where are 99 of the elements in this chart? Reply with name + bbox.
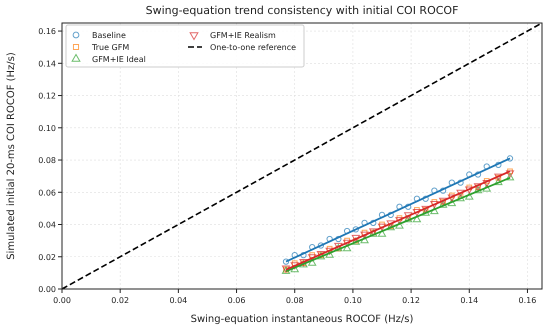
y-tick-label: 0.16 (38, 27, 56, 36)
point (343, 244, 352, 252)
point (308, 254, 316, 262)
x-tick-label: 0.02 (111, 296, 130, 305)
point (412, 209, 421, 216)
point (482, 180, 491, 188)
point (379, 222, 385, 228)
x-tick-label: 0.16 (518, 296, 536, 305)
x-tick-label: 0.14 (460, 296, 478, 305)
point (506, 173, 514, 180)
point (465, 186, 474, 194)
point (352, 234, 360, 242)
point (507, 168, 513, 174)
point (290, 265, 299, 272)
point (395, 222, 404, 229)
point (343, 240, 352, 247)
point (326, 248, 334, 255)
point (360, 232, 369, 239)
point (378, 224, 386, 231)
y-tick-label: 0.14 (38, 59, 56, 68)
x-tick-label: 0.08 (286, 296, 304, 305)
point (414, 196, 420, 202)
legend-label: One-to-one reference (210, 43, 296, 52)
x-tick-label: 0.06 (228, 296, 246, 305)
point (432, 199, 438, 205)
point (404, 212, 412, 220)
point (448, 194, 456, 202)
x-tick-label: 0.10 (344, 296, 362, 305)
point (448, 179, 455, 186)
point (386, 220, 395, 228)
legend-label: Baseline (92, 31, 126, 40)
point (361, 220, 368, 226)
point (448, 198, 456, 206)
point (335, 236, 342, 242)
point (326, 236, 333, 242)
point (308, 258, 316, 266)
point (412, 215, 421, 222)
point (292, 252, 298, 258)
legend-label: GFM+IE Ideal (92, 55, 146, 64)
point (378, 230, 386, 237)
point (405, 204, 412, 210)
y-tick-label: 0.00 (38, 285, 56, 294)
point (506, 170, 514, 178)
point (396, 204, 403, 210)
point (395, 217, 404, 224)
x-tick-label: 0.04 (169, 296, 188, 305)
point (430, 201, 438, 208)
point (318, 242, 324, 249)
point (370, 220, 376, 226)
point (290, 262, 299, 270)
y-tick-label: 0.12 (38, 92, 56, 101)
legend-label: True GFM (91, 43, 130, 52)
point (456, 194, 465, 202)
point (309, 244, 316, 250)
chart-title: Swing-equation trend consistency with initial COI ROCOF (146, 4, 458, 17)
x-tick-label: 0.12 (402, 296, 420, 305)
y-tick-label: 0.10 (38, 124, 56, 133)
point (344, 228, 350, 234)
point (414, 207, 420, 213)
point (422, 196, 429, 202)
point (474, 171, 482, 178)
point (352, 226, 359, 232)
point (439, 200, 448, 208)
point (466, 184, 472, 190)
point (362, 230, 368, 236)
point (431, 188, 438, 194)
point (388, 212, 394, 218)
point (309, 252, 316, 258)
point (292, 260, 298, 266)
y-tick-label: 0.08 (38, 156, 56, 166)
point (465, 192, 474, 200)
point (484, 178, 490, 184)
point (326, 250, 334, 258)
point (484, 163, 490, 170)
point (422, 208, 430, 216)
point (474, 186, 482, 194)
legend-label: GFM+IE Realism (210, 31, 276, 40)
point (494, 178, 502, 186)
point (456, 190, 465, 197)
y-tick-label: 0.04 (38, 220, 56, 230)
y-axis-title: Simulated initial 20-ms COI ROCOF (Hz/s) (6, 52, 17, 260)
point (457, 179, 464, 186)
point (378, 212, 386, 218)
point (448, 192, 455, 198)
point (495, 162, 502, 168)
point (360, 236, 369, 244)
point (458, 192, 464, 198)
point (396, 215, 402, 221)
x-tick-label: 0.00 (53, 296, 71, 305)
point (300, 252, 307, 258)
point (440, 188, 446, 194)
point (466, 171, 472, 178)
x-axis-title: Swing-equation instantaneous ROCOF (Hz/s) (190, 314, 414, 325)
point (344, 238, 350, 244)
point (326, 246, 332, 252)
point (482, 184, 491, 192)
y-tick-label: 0.02 (38, 252, 56, 262)
point (430, 207, 438, 214)
y-tick-label: 0.06 (38, 188, 56, 198)
